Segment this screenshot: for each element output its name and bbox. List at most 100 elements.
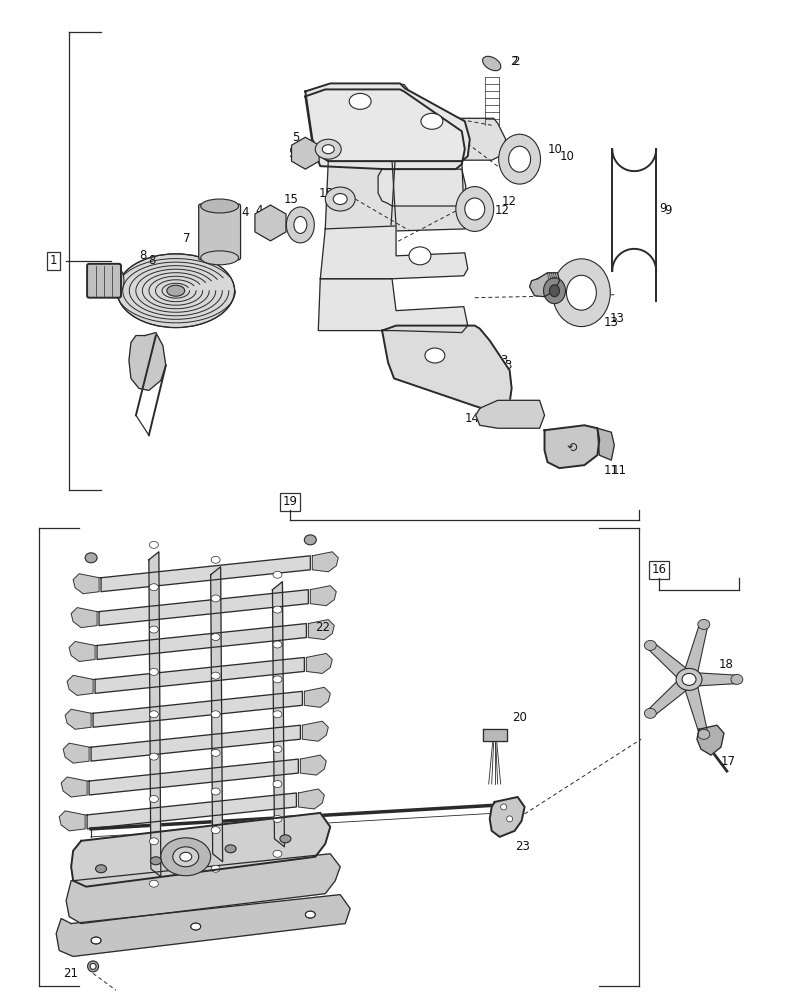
- Ellipse shape: [150, 857, 161, 865]
- Text: 8: 8: [148, 254, 156, 267]
- Ellipse shape: [455, 187, 493, 231]
- Text: 12: 12: [494, 204, 509, 217]
- Ellipse shape: [211, 634, 220, 641]
- Ellipse shape: [294, 216, 307, 233]
- Text: 4: 4: [241, 206, 248, 219]
- Ellipse shape: [102, 265, 124, 297]
- Text: 13: 13: [603, 316, 617, 329]
- Ellipse shape: [315, 139, 341, 159]
- Text: ⟲: ⟲: [565, 442, 576, 455]
- Text: 11: 11: [611, 464, 625, 477]
- Ellipse shape: [286, 207, 314, 243]
- Polygon shape: [63, 743, 89, 763]
- Text: 3: 3: [499, 354, 506, 367]
- Polygon shape: [597, 428, 614, 460]
- FancyBboxPatch shape: [199, 204, 240, 260]
- Polygon shape: [396, 118, 505, 160]
- Polygon shape: [318, 279, 467, 333]
- Text: 8: 8: [139, 249, 146, 262]
- Ellipse shape: [211, 711, 220, 718]
- Ellipse shape: [149, 584, 158, 591]
- Text: 6: 6: [315, 125, 323, 138]
- Ellipse shape: [96, 865, 106, 873]
- Ellipse shape: [420, 113, 442, 129]
- Ellipse shape: [149, 838, 158, 845]
- Ellipse shape: [566, 275, 595, 310]
- Ellipse shape: [272, 676, 281, 683]
- Polygon shape: [210, 567, 222, 862]
- Ellipse shape: [149, 711, 158, 718]
- Ellipse shape: [200, 199, 238, 213]
- Text: 12: 12: [501, 195, 516, 208]
- Text: 9: 9: [663, 204, 671, 217]
- Ellipse shape: [482, 56, 500, 71]
- Ellipse shape: [149, 541, 158, 548]
- Text: 11: 11: [603, 464, 617, 477]
- Polygon shape: [475, 400, 544, 428]
- Text: 13: 13: [608, 312, 624, 325]
- Ellipse shape: [211, 749, 220, 756]
- Polygon shape: [306, 84, 415, 126]
- Ellipse shape: [644, 640, 655, 650]
- Text: 20: 20: [511, 711, 526, 724]
- Text: 14: 14: [487, 412, 502, 425]
- Polygon shape: [67, 675, 93, 695]
- Polygon shape: [93, 691, 302, 727]
- Polygon shape: [89, 759, 298, 795]
- Ellipse shape: [697, 729, 709, 739]
- Polygon shape: [298, 789, 324, 809]
- Polygon shape: [308, 620, 334, 640]
- Ellipse shape: [333, 194, 347, 205]
- Ellipse shape: [211, 672, 220, 679]
- Polygon shape: [101, 556, 310, 592]
- Ellipse shape: [506, 816, 512, 822]
- Text: 22: 22: [315, 621, 330, 634]
- Ellipse shape: [349, 93, 371, 109]
- Polygon shape: [272, 582, 284, 847]
- Polygon shape: [312, 552, 338, 572]
- Ellipse shape: [697, 619, 709, 629]
- Polygon shape: [95, 657, 304, 693]
- Polygon shape: [696, 725, 723, 755]
- Text: 18: 18: [718, 658, 733, 671]
- Text: 15: 15: [318, 187, 333, 200]
- Ellipse shape: [681, 673, 695, 685]
- Text: 2: 2: [511, 55, 518, 68]
- Polygon shape: [489, 797, 524, 837]
- Text: 23: 23: [514, 840, 529, 853]
- Ellipse shape: [88, 961, 98, 972]
- Polygon shape: [647, 642, 693, 685]
- Polygon shape: [97, 624, 306, 659]
- Text: 17: 17: [720, 755, 735, 768]
- Text: 7: 7: [183, 232, 191, 245]
- Ellipse shape: [498, 134, 540, 184]
- Polygon shape: [73, 574, 99, 594]
- Polygon shape: [689, 672, 736, 686]
- Ellipse shape: [272, 606, 281, 613]
- Polygon shape: [325, 161, 396, 231]
- Text: 10: 10: [559, 150, 573, 163]
- Ellipse shape: [424, 348, 444, 363]
- Text: 1: 1: [49, 254, 57, 267]
- Ellipse shape: [272, 850, 281, 857]
- Ellipse shape: [179, 852, 191, 861]
- Polygon shape: [87, 793, 296, 829]
- Ellipse shape: [90, 963, 96, 969]
- Ellipse shape: [325, 187, 354, 211]
- Ellipse shape: [166, 285, 185, 296]
- Polygon shape: [483, 729, 506, 741]
- Polygon shape: [56, 895, 350, 956]
- Ellipse shape: [149, 795, 158, 802]
- Polygon shape: [71, 813, 330, 887]
- Polygon shape: [99, 590, 308, 626]
- Text: 3: 3: [504, 359, 512, 372]
- Ellipse shape: [211, 865, 220, 872]
- Text: 5: 5: [288, 147, 295, 160]
- Polygon shape: [65, 709, 91, 729]
- Polygon shape: [129, 333, 165, 390]
- Text: 2: 2: [509, 55, 517, 68]
- Ellipse shape: [191, 923, 200, 930]
- Polygon shape: [544, 425, 599, 468]
- Ellipse shape: [272, 781, 281, 788]
- Polygon shape: [305, 89, 464, 169]
